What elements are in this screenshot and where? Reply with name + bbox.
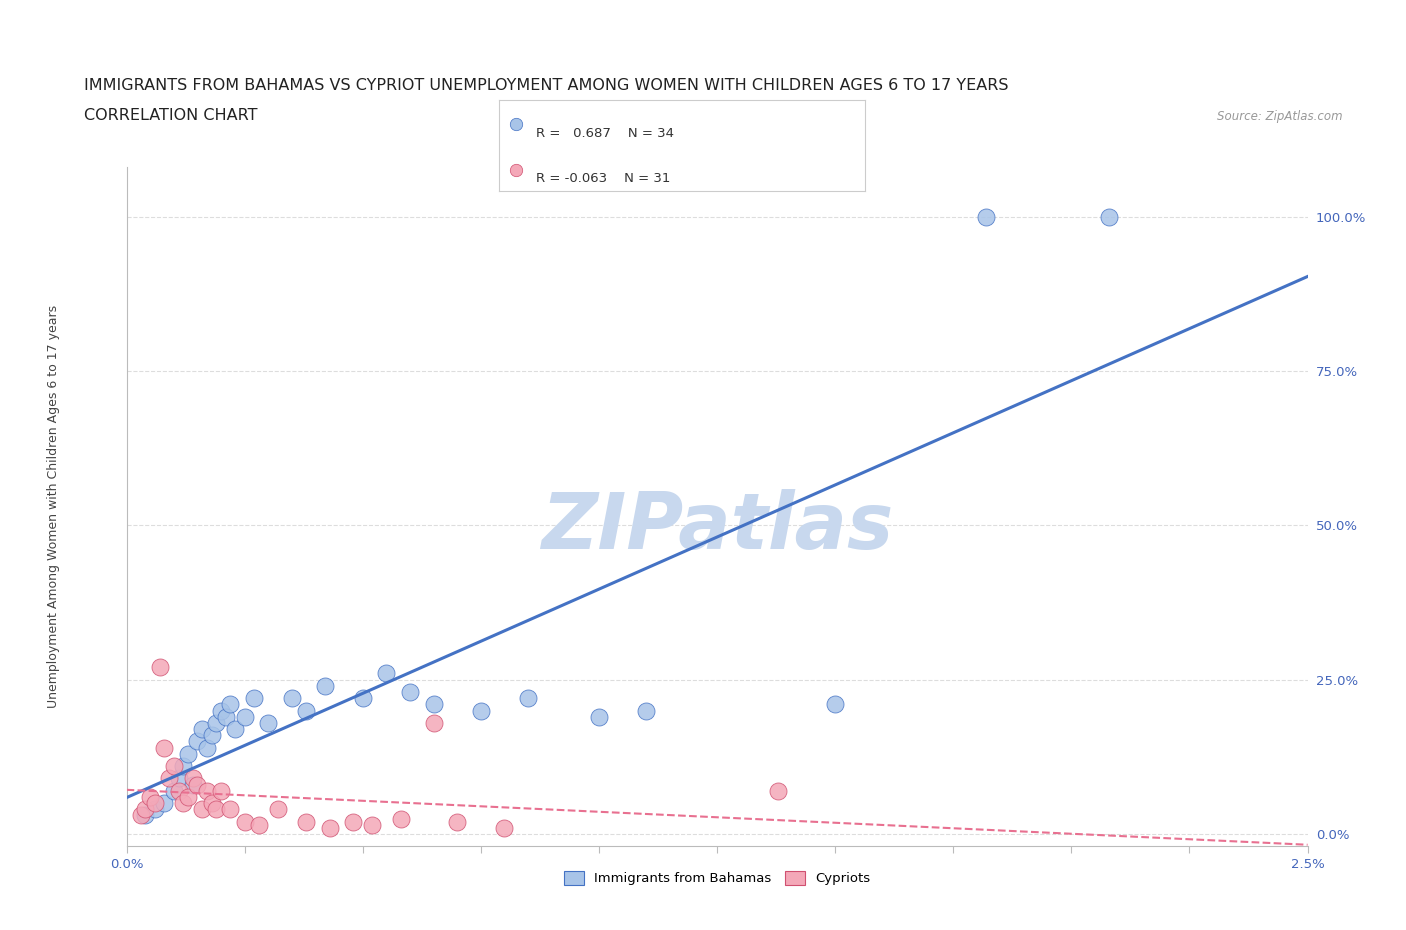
Point — [517, 691, 540, 706]
Point — [181, 777, 204, 792]
Point — [153, 740, 176, 755]
Point — [233, 710, 256, 724]
Point — [219, 697, 242, 711]
Point — [167, 771, 190, 786]
Point — [976, 209, 998, 224]
Point — [139, 790, 162, 804]
Point — [281, 691, 304, 706]
Point — [143, 796, 166, 811]
Point — [129, 808, 152, 823]
Point — [314, 678, 336, 693]
Point — [446, 814, 468, 829]
Point — [186, 777, 208, 792]
Text: CORRELATION CHART: CORRELATION CHART — [84, 108, 257, 123]
Point — [177, 746, 200, 761]
Text: Source: ZipAtlas.com: Source: ZipAtlas.com — [1218, 110, 1343, 123]
Text: Unemployment Among Women with Children Ages 6 to 17 years: Unemployment Among Women with Children A… — [46, 305, 60, 709]
Point — [134, 808, 156, 823]
Point — [768, 783, 790, 798]
Point — [422, 715, 444, 730]
Point — [233, 814, 256, 829]
Point — [195, 783, 218, 798]
Point — [505, 116, 527, 131]
Point — [342, 814, 364, 829]
Point — [1098, 209, 1121, 224]
Point — [352, 691, 374, 706]
Point — [209, 783, 232, 798]
Text: R =   0.687    N = 34: R = 0.687 N = 34 — [536, 126, 673, 140]
Point — [219, 802, 242, 817]
Point — [200, 728, 222, 743]
Point — [267, 802, 290, 817]
Point — [205, 715, 228, 730]
Point — [157, 771, 180, 786]
Point — [422, 697, 444, 711]
Point — [186, 734, 208, 749]
Point — [318, 820, 340, 835]
Point — [181, 771, 204, 786]
Point — [247, 817, 270, 832]
Point — [295, 703, 318, 718]
Point — [361, 817, 384, 832]
Point — [163, 783, 186, 798]
Point — [375, 666, 398, 681]
Point — [295, 814, 318, 829]
Point — [163, 759, 186, 774]
Point — [588, 710, 610, 724]
Point — [153, 796, 176, 811]
Text: R = -0.063    N = 31: R = -0.063 N = 31 — [536, 172, 671, 185]
Point — [494, 820, 516, 835]
Point — [134, 802, 156, 817]
Point — [215, 710, 238, 724]
Point — [172, 796, 194, 811]
Point — [505, 162, 527, 177]
Point — [399, 684, 422, 699]
Point — [177, 790, 200, 804]
Point — [209, 703, 232, 718]
Text: IMMIGRANTS FROM BAHAMAS VS CYPRIOT UNEMPLOYMENT AMONG WOMEN WITH CHILDREN AGES 6: IMMIGRANTS FROM BAHAMAS VS CYPRIOT UNEMP… — [84, 78, 1010, 93]
Point — [389, 811, 412, 826]
Point — [167, 783, 190, 798]
Point — [243, 691, 266, 706]
Legend: Immigrants from Bahamas, Cypriots: Immigrants from Bahamas, Cypriots — [558, 866, 876, 891]
Point — [257, 715, 280, 730]
Point — [191, 802, 214, 817]
Point — [470, 703, 492, 718]
Point — [636, 703, 658, 718]
Point — [143, 802, 166, 817]
Point — [205, 802, 228, 817]
Point — [824, 697, 846, 711]
Text: ZIPatlas: ZIPatlas — [541, 489, 893, 565]
Point — [200, 796, 222, 811]
Point — [224, 722, 246, 737]
Point — [149, 660, 172, 675]
Point — [191, 722, 214, 737]
Point — [195, 740, 218, 755]
Point — [172, 759, 194, 774]
